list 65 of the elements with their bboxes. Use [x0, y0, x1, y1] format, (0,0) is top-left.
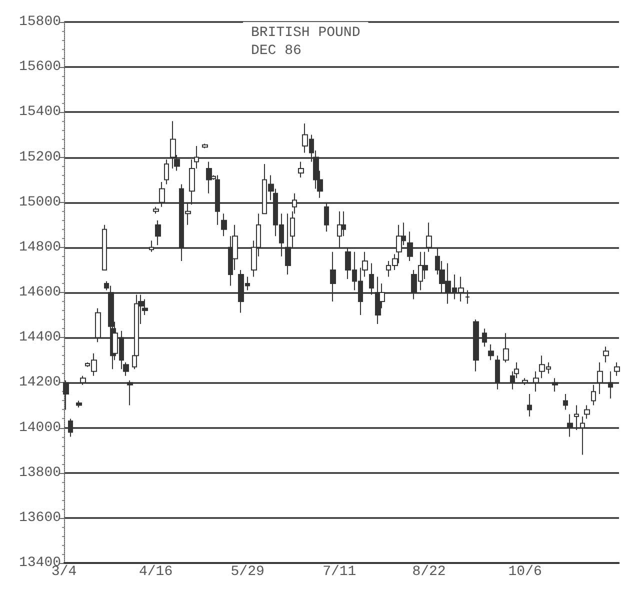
x-tick-label: 5/29	[230, 564, 264, 580]
candlestick	[522, 378, 528, 386]
chart-title: BRITISH POUND	[251, 25, 360, 41]
candlestick	[221, 213, 227, 237]
candlestick	[495, 355, 500, 390]
y-tick-label: 13800	[18, 464, 61, 481]
candlestick	[102, 224, 107, 270]
candlestick	[567, 414, 573, 438]
candlestick	[127, 380, 133, 406]
x-tick-label: 8/22	[412, 564, 446, 580]
candlestick	[159, 182, 165, 208]
candlestick	[580, 416, 585, 456]
candlestick	[473, 319, 479, 372]
candlestick	[155, 220, 161, 246]
candlestick	[597, 362, 603, 394]
candlestick	[584, 404, 590, 420]
y-tick-label: 13600	[18, 510, 61, 526]
candlestick	[285, 213, 291, 275]
y-tick-label: 14400	[18, 330, 61, 346]
candlestick	[503, 332, 509, 363]
candlestick	[369, 262, 374, 296]
candlestick	[206, 161, 212, 194]
candlestick	[95, 308, 101, 343]
y-tick-label: 15200	[18, 149, 61, 166]
candlestick	[465, 290, 470, 304]
y-tick-label: 15400	[18, 104, 61, 120]
candlestick	[426, 222, 432, 252]
candlestick	[563, 393, 568, 410]
y-tick-label: 15000	[18, 194, 61, 210]
text: DEC 86	[251, 43, 302, 59]
y-tick-label: 14600	[18, 284, 61, 300]
candlestick	[153, 206, 159, 214]
x-tick-label: 10/6	[508, 564, 542, 580]
candlestick	[533, 370, 539, 392]
y-tick-label: 14000	[18, 420, 61, 436]
candlestick	[76, 400, 82, 408]
y-tick-label: 14200	[18, 374, 61, 391]
candlestick	[488, 344, 494, 361]
y-tick-label: 14800	[18, 239, 61, 256]
x-tick-label: 4/16	[138, 564, 173, 580]
candlestick	[63, 380, 69, 410]
candlestick	[591, 384, 596, 406]
candlestick	[482, 328, 487, 348]
candlestick	[149, 240, 154, 252]
candlestick	[202, 143, 208, 149]
candlestick	[330, 251, 336, 302]
candlestick	[164, 159, 169, 185]
x-tick-label: 7/11	[322, 564, 356, 580]
candlestick	[215, 174, 220, 226]
candlestick	[574, 404, 579, 431]
y-tick-label: 15600	[18, 59, 61, 76]
x-tick-label: 3/4	[51, 564, 77, 580]
candlestick	[298, 161, 304, 178]
candlestick	[603, 346, 609, 363]
candlestick	[68, 418, 73, 438]
candlestick	[608, 370, 613, 399]
y-tick-label: 15800	[18, 14, 61, 30]
candlestick	[324, 202, 329, 232]
candlestick	[527, 393, 532, 417]
candlestick	[552, 378, 558, 392]
candlestick	[170, 120, 176, 170]
candlestick	[407, 231, 413, 262]
candlestick	[614, 362, 620, 376]
candlestick	[337, 210, 342, 248]
candlestick	[80, 375, 86, 386]
